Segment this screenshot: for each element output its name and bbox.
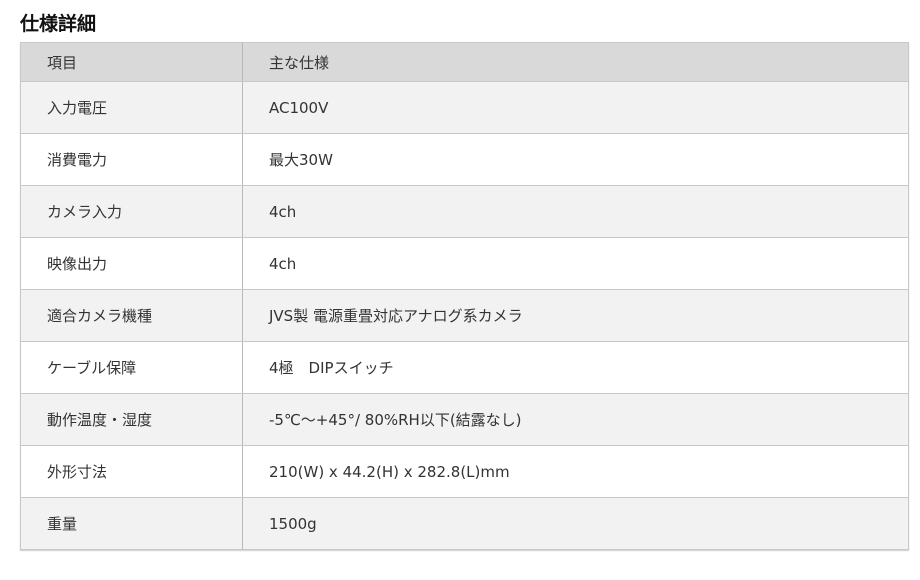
- header-item: 項目: [20, 42, 243, 82]
- table-row: カメラ入力 4ch: [20, 185, 909, 238]
- spec-label: カメラ入力: [20, 185, 243, 238]
- spec-value: 1500g: [242, 497, 909, 550]
- table-row: 映像出力 4ch: [20, 237, 909, 290]
- table-row: 適合カメラ機種 JVS製 電源重畳対応アナログ系カメラ: [20, 289, 909, 342]
- spec-value: 210(W) x 44.2(H) x 282.8(L)mm: [242, 445, 909, 498]
- spec-table: 項目 主な仕様 入力電圧 AC100V 消費電力 最大30W カメラ入力 4ch 映像出力 4…: [20, 42, 909, 550]
- table-row: 消費電力 最大30W: [20, 133, 909, 186]
- spec-value: 最大30W: [242, 133, 909, 186]
- spec-label: 入力電圧: [20, 81, 243, 134]
- table-row: 重量 1500g: [20, 497, 909, 550]
- table-row: 動作温度・湿度 -5℃～+45°/ 80%RH以下(結露なし): [20, 393, 909, 446]
- spec-value: 4ch: [242, 237, 909, 290]
- spec-label: 重量: [20, 497, 243, 550]
- spec-value: JVS製 電源重畳対応アナログ系カメラ: [242, 289, 909, 342]
- section-title: 仕様詳細: [20, 13, 97, 35]
- spec-label: 適合カメラ機種: [20, 289, 243, 342]
- table-row: 外形寸法 210(W) x 44.2(H) x 282.8(L)mm: [20, 445, 909, 498]
- spec-label: 消費電力: [20, 133, 243, 186]
- table-row: ケーブル保障 4極 DIPスイッチ: [20, 341, 909, 394]
- spec-value: AC100V: [242, 81, 909, 134]
- spec-label: 外形寸法: [20, 445, 243, 498]
- spec-value: 4極 DIPスイッチ: [242, 341, 909, 394]
- spec-label: 映像出力: [20, 237, 243, 290]
- spec-label: ケーブル保障: [20, 341, 243, 394]
- header-spec: 主な仕様: [242, 42, 909, 82]
- spec-label: 動作温度・湿度: [20, 393, 243, 446]
- table-row: 入力電圧 AC100V: [20, 81, 909, 134]
- spec-value: -5℃～+45°/ 80%RH以下(結露なし): [242, 393, 909, 446]
- spec-value: 4ch: [242, 185, 909, 238]
- table-header-row: 項目 主な仕様: [20, 42, 909, 82]
